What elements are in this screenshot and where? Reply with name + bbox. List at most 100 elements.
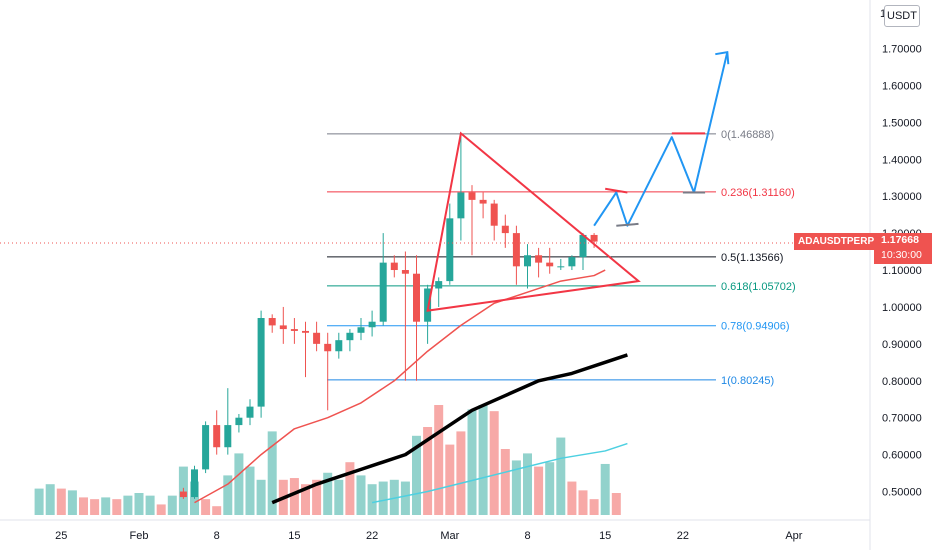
ma-blue-line: [371, 442, 628, 504]
candle-body: [290, 329, 298, 331]
candle-body: [413, 273, 420, 322]
volume-bar: [500, 449, 510, 515]
ma-red-line: [194, 269, 606, 504]
ma-black-line: [271, 353, 628, 505]
volume-bar: [312, 479, 322, 515]
candle-body: [524, 255, 531, 267]
bar-countdown: 10:30:00: [881, 249, 922, 261]
volume-bar: [67, 490, 77, 515]
time-tick-label: 8: [214, 530, 220, 542]
fibonacci-retracement[interactable]: 0(1.46888) 0.236(1.31160) 0.5(1.13566) 0.61…: [327, 129, 796, 387]
volume-bar: [245, 466, 255, 515]
fib-level-label: 0.78(0.94906): [721, 321, 790, 333]
candle-body: [224, 425, 232, 448]
price-axis[interactable]: [870, 0, 932, 550]
projection-path: [593, 51, 729, 227]
candle-body: [435, 281, 443, 289]
volume-bar: [478, 405, 488, 515]
fib-level-label: 0.618(1.05702): [721, 281, 796, 293]
price-tick-label: 0.50000: [882, 487, 922, 499]
volume-bar: [345, 462, 355, 515]
volume-bar: [256, 479, 266, 515]
fib-level-label: 0(1.46888): [721, 129, 774, 141]
volume-bar: [90, 499, 100, 515]
volume-bar: [389, 479, 399, 515]
time-tick-label: 15: [288, 530, 300, 542]
candle-body: [457, 192, 465, 219]
candle-body: [235, 417, 243, 426]
time-tick-label: 22: [677, 530, 689, 542]
time-tick-label: Apr: [785, 530, 802, 542]
volume-bar: [578, 490, 588, 515]
candle-body: [590, 234, 598, 242]
time-tick-label: 22: [366, 530, 378, 542]
volume-bar: [523, 453, 532, 515]
volume-bar: [212, 506, 222, 515]
top-partial-tick: 1: [880, 8, 886, 20]
candlesticks: [179, 133, 598, 499]
candle-body: [424, 288, 432, 322]
candle-body: [579, 234, 587, 258]
price-tick-label: 1.60000: [882, 80, 922, 92]
projection-arrowhead: [715, 51, 730, 65]
volume-bar: [456, 431, 466, 515]
candle-body: [479, 199, 487, 204]
candle-body: [390, 262, 398, 271]
volume-bar: [567, 481, 577, 515]
candle-body: [257, 318, 265, 407]
volume-bar: [34, 488, 44, 515]
candle-body: [213, 425, 221, 448]
volume-bar: [412, 435, 421, 515]
price-tick-label: 1.30000: [882, 191, 922, 203]
drawings[interactable]: [426, 51, 730, 312]
price-tick-label: 1.50000: [882, 117, 922, 129]
volume-bar: [112, 499, 122, 515]
volume-bar: [356, 475, 366, 515]
candle-body: [368, 321, 376, 328]
candle-body: [313, 332, 321, 344]
candle-body: [446, 218, 454, 282]
time-tick-label: 25: [55, 530, 67, 542]
volume-bar: [467, 409, 477, 515]
candle-body: [568, 257, 576, 267]
volume-bar: [378, 481, 388, 515]
volume-bar: [45, 484, 55, 515]
time-tick-label: Mar: [440, 530, 459, 542]
symbol-tag: ADAUSDTPERP: [794, 233, 879, 250]
volume-bar: [267, 431, 277, 515]
volume-bar: [534, 466, 544, 515]
candle-body: [179, 491, 187, 498]
volume-bar: [434, 405, 444, 515]
volume-bar: [589, 499, 599, 515]
candle-body: [557, 266, 565, 268]
volume-bar: [334, 479, 344, 515]
last-price-tag: 1.17668 10:30:00: [874, 233, 932, 264]
volume-bar: [201, 499, 211, 515]
candle-body: [401, 270, 409, 274]
volume-bar: [145, 495, 155, 515]
candle-body: [468, 192, 476, 200]
price-tick-label: 1.70000: [882, 44, 922, 56]
volume-bar: [79, 497, 88, 515]
volume-bar: [301, 484, 310, 515]
fib-level-label: 0.236(1.31160): [721, 187, 795, 199]
volume-bar: [134, 493, 144, 515]
candle-body: [490, 203, 498, 226]
time-axis-labels[interactable]: 25 Feb 8 15 22 Mar 8 15 22 Apr: [55, 530, 803, 542]
candle-body: [279, 325, 287, 330]
volume-bar: [489, 411, 499, 515]
volume-bar: [167, 495, 177, 515]
volume-bar: [101, 497, 111, 515]
candle-body: [246, 406, 254, 418]
volume-bar: [511, 460, 521, 515]
volume-bar: [600, 463, 610, 515]
volume-bar: [545, 462, 555, 515]
candle-body: [535, 255, 543, 263]
candle-body: [302, 330, 309, 333]
volume-bar: [123, 495, 133, 515]
candle-body: [335, 340, 343, 352]
currency-button[interactable]: USDT: [884, 5, 920, 27]
candle-body: [501, 225, 509, 234]
